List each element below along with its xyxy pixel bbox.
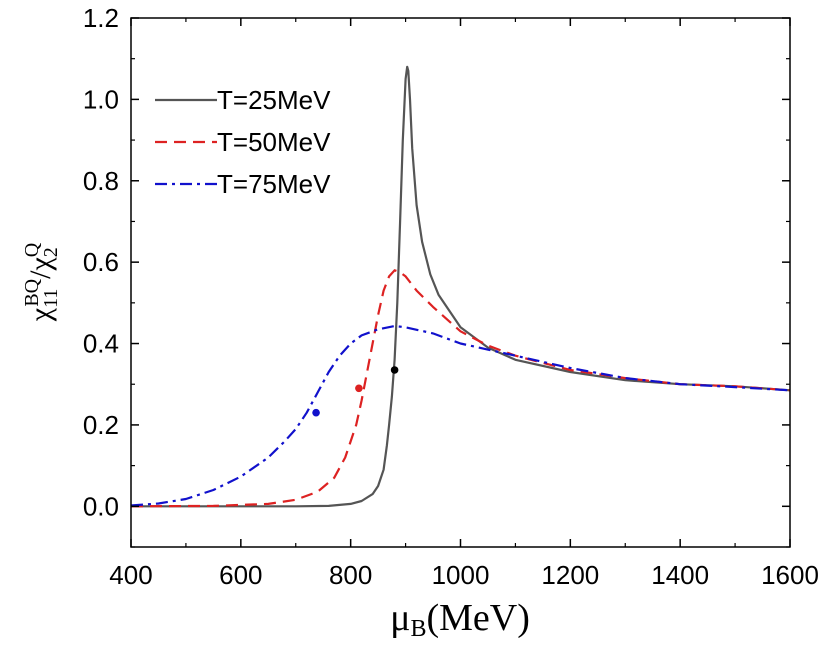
series-line-3 bbox=[130, 324, 791, 507]
y-tick-label: 0.4 bbox=[83, 329, 119, 359]
series-line-1 bbox=[131, 65, 791, 508]
x-tick-label: 1600 bbox=[761, 560, 819, 590]
y-tick-label: 0.0 bbox=[83, 491, 119, 521]
legend: T=25MeV T=50MeV T=75MeV bbox=[155, 85, 331, 199]
x-tick-label: 1000 bbox=[432, 560, 490, 590]
x-axis-title: μB(MeV) bbox=[390, 597, 530, 642]
critical-point-marker-3 bbox=[312, 408, 320, 417]
x-tick-label: 1200 bbox=[541, 560, 599, 590]
x-tick-label: 1400 bbox=[651, 560, 709, 590]
legend-label-1: T=25MeV bbox=[217, 85, 331, 115]
y-tick-label: 0.8 bbox=[83, 166, 119, 196]
x-tick-label: 800 bbox=[329, 560, 372, 590]
critical-point-marker-2 bbox=[355, 384, 363, 393]
y-tick-label: 0.2 bbox=[83, 410, 119, 440]
legend-label-3: T=75MeV bbox=[217, 169, 331, 199]
series-line-2 bbox=[130, 269, 791, 508]
y-tick-label: 1.2 bbox=[83, 3, 119, 33]
critical-point-marker-1 bbox=[390, 366, 399, 374]
y-tick-label: 1.0 bbox=[83, 84, 119, 114]
y-tick-label: 0.6 bbox=[83, 247, 119, 277]
y-axis-title: χ11BQ/χ2Q bbox=[21, 242, 62, 322]
axis-ticks: 400 600 800 1000 1200 1400 1600 0.0 0.2 0.4 0.6 0.8… bbox=[83, 3, 819, 590]
series-lines bbox=[130, 65, 791, 508]
x-tick-label: 600 bbox=[219, 560, 262, 590]
x-tick-label: 400 bbox=[109, 560, 152, 590]
legend-label-2: T=50MeV bbox=[217, 127, 331, 157]
critical-point-markers bbox=[312, 366, 399, 417]
